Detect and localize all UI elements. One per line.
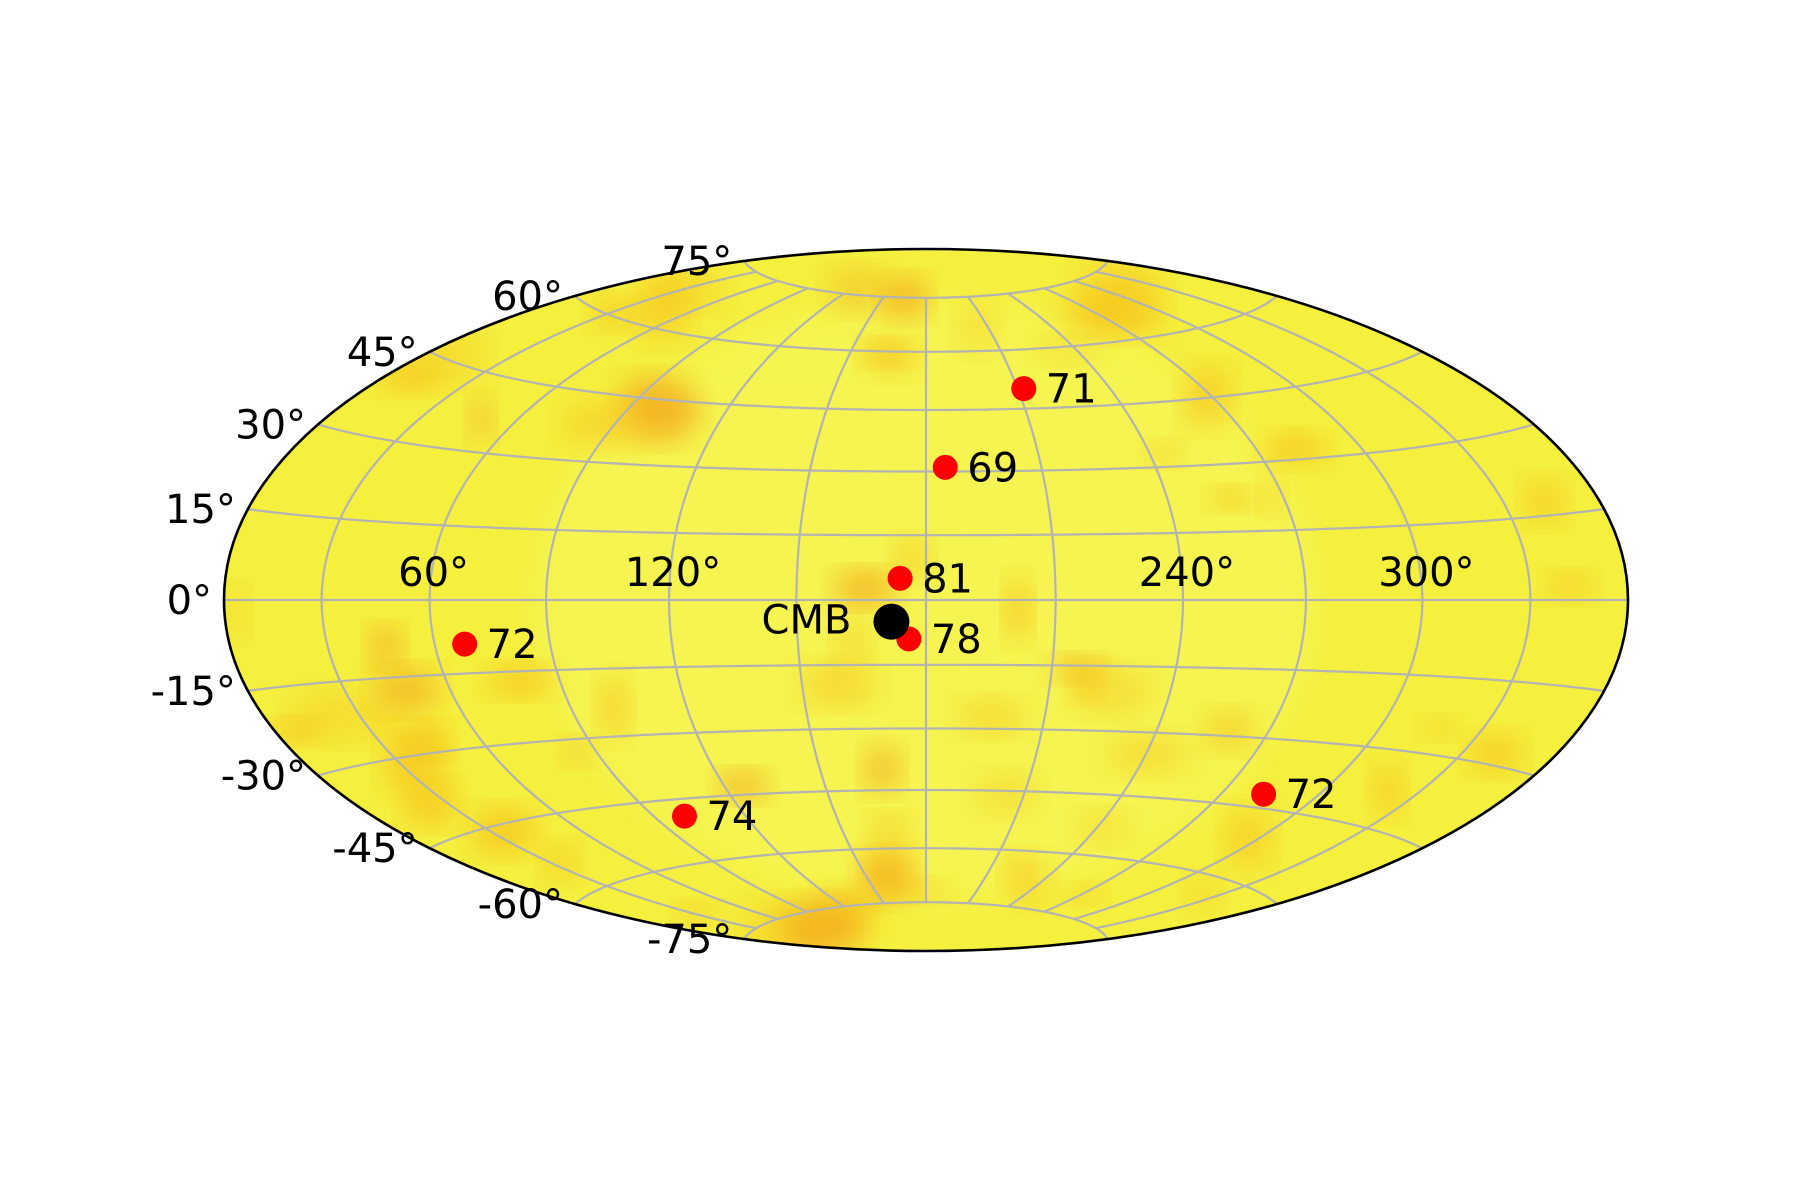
texture-blotch bbox=[827, 266, 889, 313]
texture-blotch bbox=[1522, 478, 1567, 525]
texture-blotch bbox=[224, 587, 250, 638]
data-point-label: 81 bbox=[922, 556, 973, 602]
texture-blotch bbox=[956, 698, 1027, 736]
texture-blotch bbox=[596, 675, 631, 740]
lat-tick-label: -60° bbox=[478, 882, 563, 928]
texture-blotch bbox=[1185, 872, 1223, 912]
longitude-gridline bbox=[544, 287, 809, 913]
data-point-label: 78 bbox=[931, 617, 982, 663]
texture-blotch bbox=[1259, 478, 1285, 515]
texture-blotch bbox=[468, 395, 494, 442]
lon-tick-label: 120° bbox=[625, 550, 721, 596]
lon-tick-label: 240° bbox=[1139, 550, 1235, 596]
texture-blotch bbox=[1004, 576, 1032, 642]
map-outline bbox=[222, 247, 1630, 953]
data-point bbox=[1251, 781, 1277, 807]
texture-blotch bbox=[1468, 733, 1522, 775]
lat-tick-label: -15° bbox=[151, 669, 236, 715]
texture-blotch bbox=[956, 303, 999, 353]
latitude-labels: 75° 60° 45° 30° 15° 0° -15° -30° -45° -60° -75° bbox=[151, 239, 733, 963]
longitude-gridline bbox=[320, 270, 757, 930]
lat-tick-label: 0° bbox=[167, 578, 212, 624]
texture-blotch bbox=[1418, 716, 1458, 740]
data-point-label: 71 bbox=[1046, 367, 1097, 413]
longitude-labels: 60° 120° 240° 300° bbox=[398, 550, 1474, 596]
data-point bbox=[887, 565, 913, 591]
lat-tick-label: 60° bbox=[492, 274, 563, 320]
texture-blotch bbox=[561, 399, 641, 449]
data-point bbox=[1011, 376, 1037, 402]
texture-blotch bbox=[636, 277, 691, 341]
texture-blotch bbox=[1208, 486, 1255, 511]
lat-tick-label: -45° bbox=[332, 826, 417, 872]
texture-blotch bbox=[1144, 440, 1184, 467]
longitude-gridline bbox=[1007, 292, 1184, 908]
data-point bbox=[671, 803, 697, 829]
lon-tick-label: 300° bbox=[1378, 550, 1474, 596]
longitude-gridline bbox=[1095, 270, 1532, 930]
texture-blotch bbox=[1000, 852, 1032, 896]
texture-blotch bbox=[862, 744, 902, 794]
texture-blotch bbox=[856, 852, 914, 904]
data-point-label: 74 bbox=[706, 794, 757, 840]
lat-tick-label: -30° bbox=[221, 753, 306, 799]
cmb-marker bbox=[873, 603, 910, 640]
texture-blotch bbox=[1105, 733, 1190, 776]
texture-blotch bbox=[863, 337, 917, 378]
texture-blotch bbox=[1371, 763, 1405, 818]
texture-blotch bbox=[1073, 666, 1155, 716]
texture-blotch bbox=[1545, 572, 1594, 602]
lon-tick-label: 60° bbox=[398, 550, 469, 596]
data-point-label: 72 bbox=[487, 622, 538, 668]
texture-blotch bbox=[867, 813, 911, 846]
texture-blotch bbox=[590, 295, 640, 330]
lat-tick-label: 75° bbox=[661, 239, 732, 285]
data-point bbox=[932, 454, 958, 480]
data-point-label: 72 bbox=[1286, 772, 1337, 818]
texture-blotch bbox=[974, 771, 1038, 815]
data-point bbox=[452, 631, 478, 657]
texture-blotch bbox=[833, 569, 898, 608]
lat-tick-label: 15° bbox=[165, 487, 236, 533]
texture-blotch bbox=[419, 327, 486, 385]
texture-blotch bbox=[402, 781, 459, 828]
lat-tick-label: -75° bbox=[647, 917, 732, 963]
longitude-gridline bbox=[428, 279, 779, 921]
data-point-label: 69 bbox=[967, 445, 1018, 491]
texture-blotch bbox=[470, 807, 538, 856]
data-points: 71 69 81 78 72 74 72 CMB bbox=[452, 367, 1336, 840]
texture-blotch bbox=[1257, 443, 1326, 469]
texture-blotch bbox=[367, 626, 404, 667]
lat-tick-label: 30° bbox=[235, 403, 306, 449]
texture-blotch bbox=[798, 662, 878, 708]
lat-tick-label: 45° bbox=[347, 330, 418, 376]
texture-blotch bbox=[832, 614, 871, 670]
texture-blotch bbox=[562, 737, 595, 766]
texture-blotch bbox=[400, 723, 450, 759]
longitude-gridline bbox=[668, 292, 845, 908]
cmb-label: CMB bbox=[762, 598, 852, 644]
texture-blotch bbox=[1223, 806, 1273, 870]
longitude-gridline bbox=[1043, 287, 1308, 913]
texture-blotch bbox=[367, 710, 401, 738]
longitude-gridline bbox=[795, 296, 885, 904]
texture-blotch bbox=[1075, 810, 1132, 846]
longitude-gridline bbox=[1073, 279, 1424, 921]
texture-blotch bbox=[1030, 335, 1105, 365]
texture-blotch bbox=[292, 689, 376, 742]
texture-blotch bbox=[371, 667, 440, 713]
texture-blotch bbox=[1201, 710, 1256, 752]
